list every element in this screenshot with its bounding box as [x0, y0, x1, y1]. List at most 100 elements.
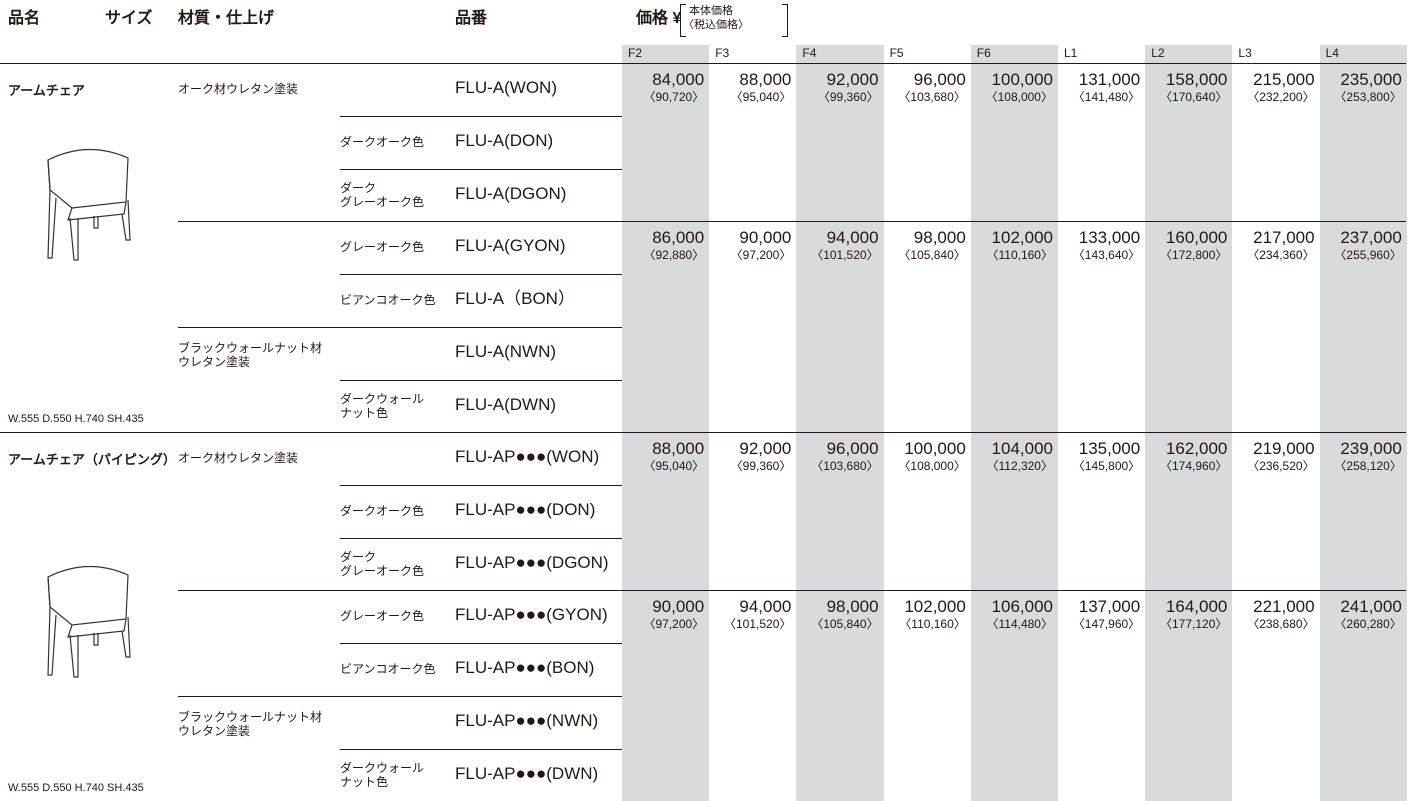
grade-column-shade: [1145, 45, 1233, 801]
rule: [340, 379, 622, 381]
tax-price: 〈99,360〉: [817, 90, 879, 104]
rule: [340, 115, 622, 117]
tax-price: 〈97,200〉: [730, 248, 792, 263]
price: 90,000: [739, 228, 792, 248]
grade-column-shade: [970, 45, 1058, 801]
price: 239,000: [1340, 439, 1402, 458]
tax-price: 〈108,000〉: [985, 90, 1053, 104]
part-number: FLU-AP●●●(BON): [455, 658, 595, 677]
product-name: アームチェア: [8, 83, 85, 98]
price: 131,000: [1078, 70, 1141, 89]
rule: [178, 695, 622, 697]
grade-label: L2: [1151, 46, 1165, 60]
grade-column-shade: [796, 45, 884, 801]
part-number: FLU-AP●●●(WON): [455, 447, 600, 466]
chair-illustration: [47, 565, 131, 678]
price: 217,000: [1253, 228, 1315, 248]
part-number: FLU-AP●●●(GYON): [455, 605, 608, 625]
part-number: FLU-AP●●●(DWN): [455, 763, 599, 783]
part-number: FLU-AP●●●(NWN): [455, 710, 599, 730]
rule: [0, 432, 1406, 433]
finish-color: ダークウォール ナット色: [340, 760, 425, 789]
price: 84,000: [652, 70, 705, 89]
price: 241,000: [1340, 597, 1402, 617]
tax-price: 〈260,280〉: [1334, 617, 1402, 632]
grade-label: L3: [1238, 46, 1252, 60]
tax-price: 〈110,160〉: [986, 248, 1053, 263]
price: 219,000: [1253, 439, 1315, 458]
tax-price: 〈170,640〉: [1159, 90, 1228, 104]
tax-price: 〈103,680〉: [811, 459, 879, 473]
product-name: アームチェア（パイピング）: [8, 452, 176, 467]
size: W.555 D.550 H.740 SH.435: [8, 413, 144, 425]
part-number: FLU-A(GYON): [455, 236, 566, 256]
material: ブラックウォールナット材 ウレタン塗装: [178, 709, 323, 739]
price-note: 本体価格: [689, 5, 733, 17]
part-number: FLU-A(DGON): [455, 183, 567, 203]
tax-price: 〈101,520〉: [811, 248, 879, 263]
price: 102,000: [904, 597, 966, 617]
price: 221,000: [1253, 597, 1315, 617]
price: 235,000: [1340, 70, 1402, 89]
bracket: [680, 4, 686, 37]
tax-price: 〈145,800〉: [1072, 459, 1141, 473]
header-price: 価格 ¥: [636, 10, 682, 27]
price: 164,000: [1165, 597, 1228, 617]
price: 158,000: [1165, 70, 1228, 89]
finish-color: グレーオーク色: [340, 609, 425, 624]
finish-color: ダーク グレーオーク色: [340, 549, 425, 578]
grade-column-shade: [1319, 45, 1407, 801]
tax-price: 〈143,640〉: [1072, 248, 1141, 263]
tax-price: 〈232,200〉: [1247, 90, 1315, 104]
tax-price: 〈114,480〉: [986, 617, 1053, 632]
price: 102,000: [991, 228, 1053, 248]
material: ブラックウォールナット材 ウレタン塗装: [178, 340, 323, 370]
finish-color: ビアンコオーク色: [340, 293, 436, 307]
price: 135,000: [1078, 439, 1141, 458]
part-number: FLU-AP●●●(DGON): [455, 552, 609, 572]
price: 94,000: [826, 228, 879, 248]
tax-price: 〈112,320〉: [986, 459, 1053, 473]
grade-label: F6: [976, 46, 991, 60]
tax-price: 〈108,000〉: [898, 459, 966, 473]
grade-label: F4: [802, 46, 817, 60]
header-name: 品名: [8, 10, 41, 27]
tax-price: 〈92,880〉: [643, 248, 705, 263]
tax-price: 〈258,120〉: [1334, 459, 1402, 473]
tax-price: 〈147,960〉: [1072, 617, 1141, 632]
tax-price: 〈174,960〉: [1159, 459, 1228, 473]
tax-price: 〈90,720〉: [643, 90, 705, 104]
rule: [340, 168, 622, 170]
price: 98,000: [826, 597, 879, 617]
tax-price: 〈105,840〉: [811, 617, 879, 632]
tax-price: 〈172,800〉: [1159, 248, 1228, 263]
price: 104,000: [991, 439, 1053, 458]
price: 133,000: [1078, 228, 1141, 248]
tax-price: 〈97,200〉: [643, 617, 705, 632]
part-number: FLU-A(DON): [455, 130, 554, 150]
price: 215,000: [1253, 70, 1315, 89]
price: 96,000: [913, 70, 966, 89]
part-number: FLU-A（BON）: [455, 289, 575, 308]
bracket: [782, 4, 788, 37]
finish-color: ダークウォール ナット色: [340, 391, 425, 420]
price: 162,000: [1165, 439, 1228, 458]
price: 98,000: [913, 228, 966, 248]
price: 96,000: [826, 439, 879, 458]
tax-price: 〈103,680〉: [898, 90, 966, 104]
finish-color: ダーク グレーオーク色: [340, 180, 425, 209]
tax-price: 〈101,520〉: [723, 617, 792, 632]
price: 92,000: [826, 70, 879, 89]
header-part-no: 品番: [455, 10, 488, 27]
header-size: サイズ: [105, 10, 153, 27]
price: 88,000: [652, 439, 705, 458]
finish-color: グレーオーク色: [340, 240, 425, 255]
grade-label: F3: [715, 46, 730, 60]
price: 88,000: [739, 70, 792, 89]
material: オーク材ウレタン塗装: [178, 451, 299, 465]
chair-illustration: [47, 148, 131, 261]
price: 86,000: [652, 228, 705, 248]
tax-price: 〈99,360〉: [730, 459, 792, 473]
finish-color: ダークオーク色: [340, 503, 425, 518]
